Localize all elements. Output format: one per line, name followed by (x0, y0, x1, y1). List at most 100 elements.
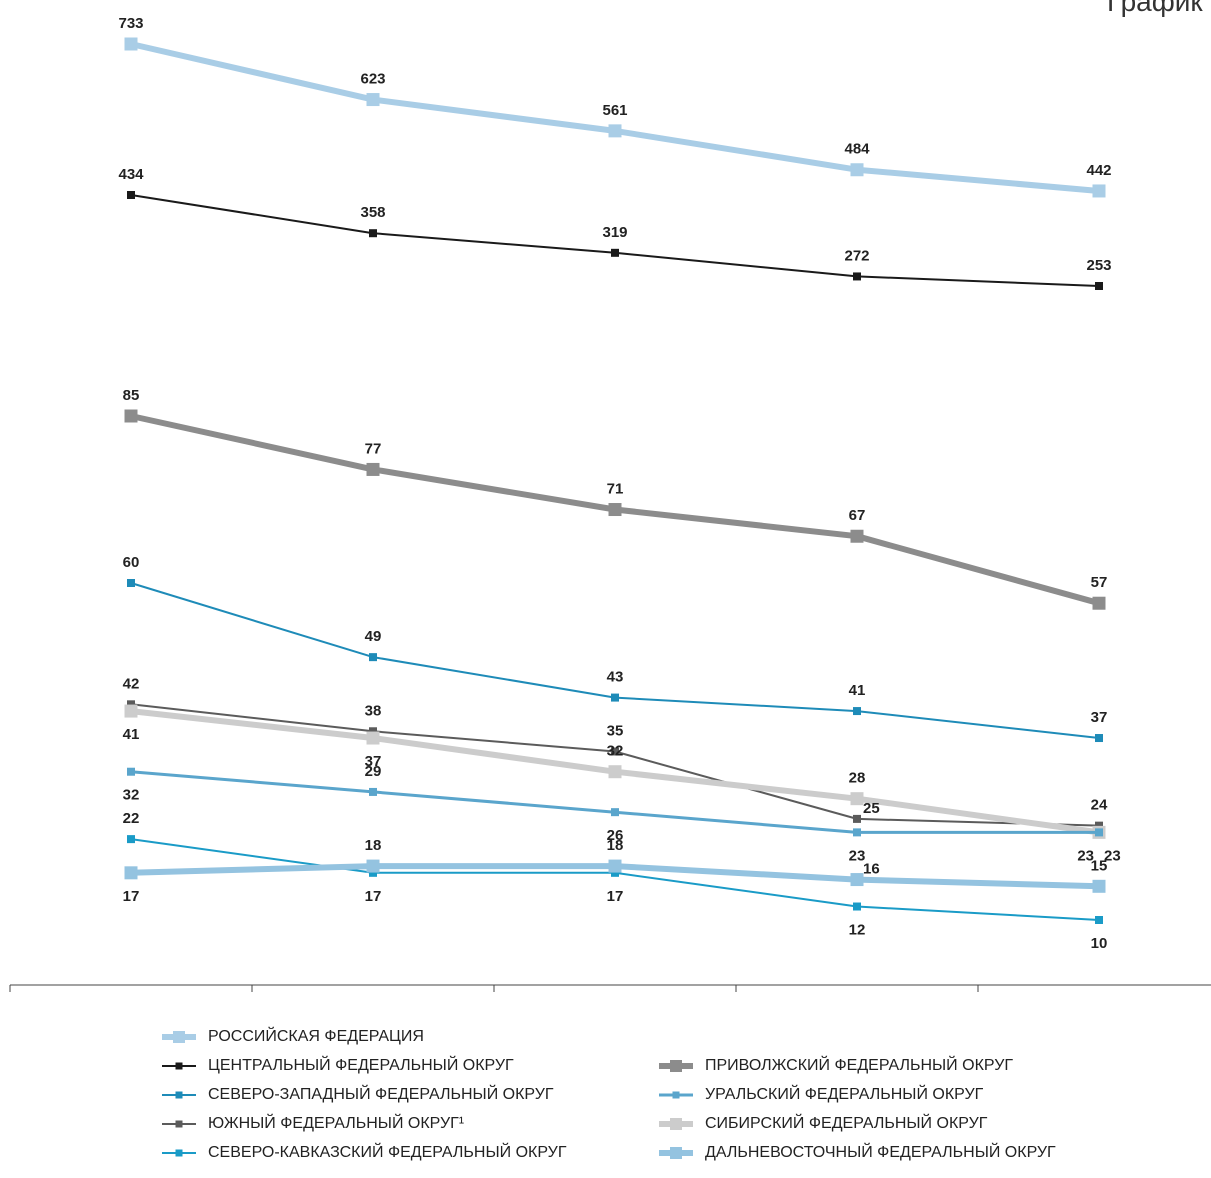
data-label: 71 (607, 481, 624, 498)
data-label: 42 (123, 675, 140, 692)
legend-item: РОССИЙСКАЯ ФЕДЕРАЦИЯ (162, 1026, 424, 1048)
data-point (608, 503, 622, 517)
data-label: 253 (1086, 257, 1111, 274)
data-point (127, 191, 135, 199)
series-0 (124, 37, 1106, 198)
data-point (1095, 916, 1103, 924)
data-point (124, 704, 138, 718)
data-point (853, 902, 861, 911)
data-point (1095, 828, 1103, 837)
legend-item: УРАЛЬСКИЙ ФЕДЕРАЛЬНЫЙ ОКРУГ (659, 1084, 983, 1106)
data-point (366, 859, 380, 873)
legend-swatch (659, 1146, 693, 1160)
data-label: 67 (849, 507, 866, 524)
series-line (130, 770, 1099, 834)
data-point (1092, 184, 1106, 198)
legend-label: СЕВЕРО-КАВКАЗСКИЙ ФЕДЕРАЛЬНЫЙ ОКРУГ (208, 1144, 567, 1161)
data-label: 442 (1086, 162, 1111, 179)
data-point (369, 653, 377, 662)
legend-label: ПРИВОЛЖСКИЙ ФЕДЕРАЛЬНЫЙ ОКРУГ (705, 1057, 1014, 1074)
series-1 (127, 191, 1103, 290)
data-label: 60 (123, 554, 140, 571)
data-label: 35 (607, 723, 624, 740)
data-label: 24 (1091, 797, 1108, 814)
legend-swatch (659, 1088, 693, 1102)
data-label: 25 (863, 800, 880, 817)
legend-item: ЮЖНЫЙ ФЕДЕРАЛЬНЫЙ ОКРУГ¹ (162, 1113, 464, 1135)
data-point (853, 828, 861, 837)
data-label: 434 (118, 166, 144, 183)
data-label: 26 (607, 827, 624, 844)
data-point (853, 814, 861, 823)
legend-swatch (162, 1030, 196, 1044)
data-point (369, 787, 377, 796)
data-label: 32 (607, 743, 624, 760)
legend-label: СЕВЕРО-ЗАПАДНЫЙ ФЕДЕРАЛЬНЫЙ ОКРУГ (208, 1086, 554, 1103)
series-8 (124, 859, 1106, 893)
data-point (366, 93, 380, 107)
data-label: 29 (365, 763, 382, 780)
data-label: 37 (1091, 709, 1108, 726)
data-label: 37 (365, 753, 382, 770)
legend-label: УРАЛЬСКИЙ ФЕДЕРАЛЬНЫЙ ОКРУГ (705, 1086, 984, 1103)
data-point (369, 868, 377, 877)
data-point (369, 727, 377, 736)
data-label: 32 (123, 787, 140, 804)
data-point (611, 248, 619, 257)
series-5 (124, 704, 1106, 839)
series-6 (127, 767, 1103, 837)
data-label: 17 (123, 888, 140, 905)
data-point (608, 124, 622, 138)
legend-item: СЕВЕРО-КАВКАЗСКИЙ ФЕДЕРАЛЬНЫЙ ОКРУГ (162, 1142, 567, 1164)
data-label: 41 (849, 682, 866, 699)
data-label: 18 (365, 837, 382, 854)
data-point (853, 272, 861, 281)
data-point (611, 747, 619, 756)
data-point (127, 579, 135, 587)
data-point (366, 731, 380, 745)
data-label: 85 (123, 387, 140, 404)
data-label: 17 (365, 888, 382, 905)
legend-swatch (162, 1088, 196, 1102)
data-label: 28 (849, 770, 866, 787)
data-point (1095, 734, 1103, 743)
legend-label: ДАЛЬНЕВОСТОЧНЫЙ ФЕДЕРАЛЬНЫЙ ОКРУГ (705, 1144, 1056, 1161)
data-point (127, 767, 135, 776)
data-label: 733 (118, 15, 143, 32)
legend-swatch (162, 1059, 196, 1073)
data-label: 484 (844, 141, 870, 158)
data-label: 23 (1104, 847, 1121, 864)
data-point (1095, 282, 1103, 290)
legend-swatch (162, 1117, 196, 1131)
data-point (366, 462, 380, 476)
data-point (608, 859, 622, 873)
series-7 (127, 835, 1103, 924)
legend-swatch (162, 1146, 196, 1160)
data-label: 12 (849, 922, 866, 939)
legend-item: ПРИВОЛЖСКИЙ ФЕДЕРАЛЬНЫЙ ОКРУГ (659, 1055, 1013, 1077)
data-point (1095, 821, 1103, 830)
data-point (850, 873, 864, 887)
data-label: 623 (360, 71, 385, 88)
data-point (608, 765, 622, 779)
series-2 (124, 409, 1106, 610)
data-point (1092, 879, 1106, 893)
data-label: 18 (607, 837, 624, 854)
data-label: 57 (1091, 574, 1108, 591)
series-3 (127, 579, 1103, 743)
data-point (850, 163, 864, 177)
data-point (850, 529, 864, 543)
data-label: 17 (607, 888, 624, 905)
data-label: 272 (844, 247, 869, 264)
data-label: 358 (360, 204, 385, 221)
data-point (127, 700, 135, 709)
data-point (611, 693, 619, 702)
data-label: 561 (602, 102, 627, 119)
data-point (124, 409, 138, 423)
data-point (124, 866, 138, 880)
series-line (130, 582, 1100, 739)
legend-item: ЦЕНТРАЛЬНЫЙ ФЕДЕРАЛЬНЫЙ ОКРУГ (162, 1055, 514, 1077)
data-label: 319 (602, 224, 627, 241)
data-label: 23 (849, 847, 866, 864)
data-label: 22 (123, 810, 140, 827)
